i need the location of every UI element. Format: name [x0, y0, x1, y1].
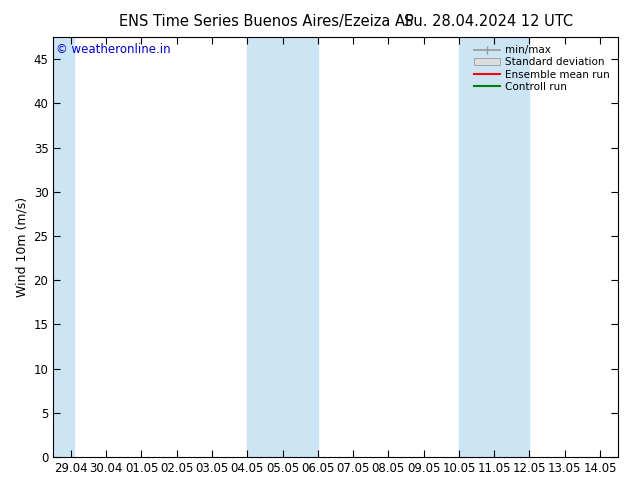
Legend: min/max, Standard deviation, Ensemble mean run, Controll run: min/max, Standard deviation, Ensemble me…	[471, 42, 612, 95]
Bar	[53, 37, 74, 457]
Bar	[459, 37, 529, 457]
Y-axis label: Wind 10m (m/s): Wind 10m (m/s)	[15, 197, 28, 297]
Text: ENS Time Series Buenos Aires/Ezeiza AP: ENS Time Series Buenos Aires/Ezeiza AP	[119, 14, 413, 29]
Text: © weatheronline.in: © weatheronline.in	[56, 43, 171, 56]
Text: Su. 28.04.2024 12 UTC: Su. 28.04.2024 12 UTC	[404, 14, 573, 29]
Bar	[247, 37, 318, 457]
